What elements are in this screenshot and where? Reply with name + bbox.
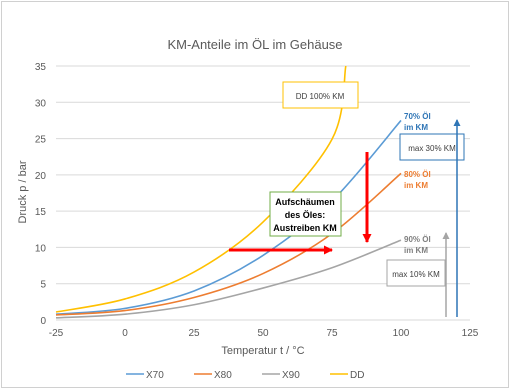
foam-text-line3: Austreiben KM: [273, 223, 337, 233]
y-tick-label: 25: [35, 135, 47, 146]
max10-box: [386, 259, 446, 287]
series-lines: [55, 65, 402, 319]
x-axis-label: Temperatur t / °C: [221, 345, 304, 357]
label-80-line2: im KM: [404, 181, 428, 190]
dd-annotation-text: DD 100% KM: [296, 92, 345, 101]
label-80-line1: 80% Öl: [404, 170, 431, 179]
foam-text-line1: Aufschäumen: [275, 197, 335, 207]
label-90-line1: 90% Öl: [404, 235, 431, 244]
x-tick-label: 75: [326, 328, 338, 339]
x-tick-label: 0: [122, 328, 128, 339]
series-line-dd: [55, 65, 347, 313]
x-tick-label: 25: [188, 328, 200, 339]
y-tick-label: 30: [35, 98, 47, 109]
y-tick-label: 20: [35, 171, 47, 182]
series-line-x90: [55, 239, 402, 319]
legend-label-dd: DD: [350, 370, 364, 381]
y-tick-label: 10: [35, 243, 47, 254]
label-70-line2: im KM: [404, 123, 428, 132]
y-tick-label: 15: [35, 207, 47, 218]
legend-label-x70: X70: [146, 370, 164, 381]
x-tick-label: 50: [257, 328, 269, 339]
x-tick-label: 100: [393, 328, 410, 339]
x-tick-label: -25: [49, 328, 64, 339]
label-90-line2: im KM: [404, 246, 428, 255]
foam-box: [269, 191, 342, 237]
legend-label-x80: X80: [214, 370, 232, 381]
dd-annotation-box: [282, 81, 359, 109]
foam-text-line2: des Öles:: [285, 210, 326, 220]
y-tick-label: 5: [40, 280, 46, 291]
annotation-arrows: [229, 119, 461, 317]
chart-title: KM-Anteile im ÖL im Gehäuse: [167, 37, 342, 52]
series-line-x80: [55, 172, 402, 316]
y-tick-label: 35: [35, 62, 47, 73]
y-tick-label: 0: [40, 316, 46, 327]
series-line-x70: [55, 119, 402, 315]
legend: X70 X80 X90 DD: [126, 370, 364, 381]
y-axis-label: Druck p / bar: [17, 160, 29, 223]
max10-text: max 10% KM: [392, 270, 440, 279]
legend-label-x90: X90: [282, 370, 300, 381]
max30-box: [399, 133, 465, 161]
label-70-line1: 70% Öl: [404, 112, 431, 121]
max30-text: max 30% KM: [408, 144, 456, 153]
x-tick-label: 125: [462, 328, 479, 339]
